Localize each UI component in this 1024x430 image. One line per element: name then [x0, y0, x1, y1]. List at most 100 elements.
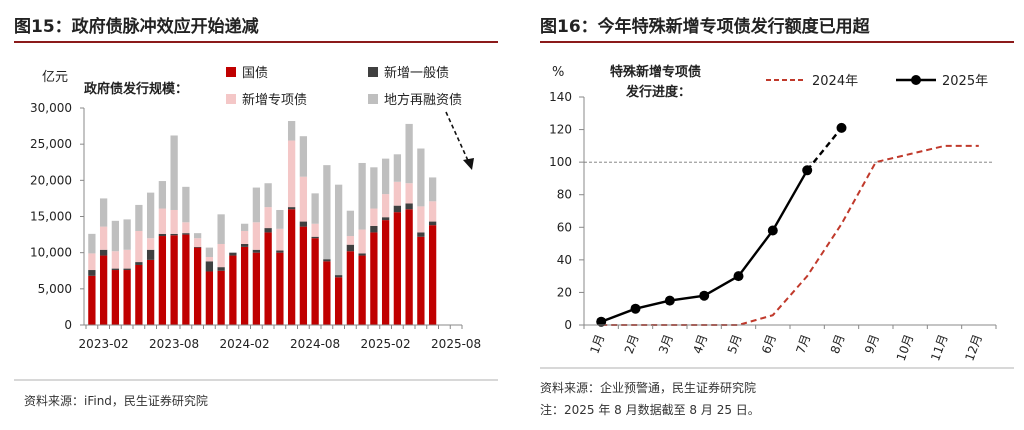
left-source: 资料来源：iFind，民生证券研究院 [24, 393, 208, 408]
bar-segment-新增一般债 [217, 267, 225, 271]
bar-segment-新增专项债 [158, 208, 167, 234]
bar-segment-新增一般债 [99, 249, 108, 256]
bar-segment-新增专项债 [123, 249, 131, 269]
bar-segment-新增专项债 [99, 226, 108, 250]
series-point-2025 [596, 316, 607, 327]
bar-segment-地方再融资债 [193, 233, 202, 239]
right-y-tick-label: 60 [557, 220, 572, 234]
bar-segment-地方再融资债 [264, 183, 272, 208]
right-y-tick-label: 0 [564, 318, 572, 332]
bar-segment-新增专项债 [193, 238, 202, 247]
bar-segment-新增一般债 [252, 249, 261, 253]
bar-segment-地方再融资债 [135, 204, 143, 231]
legend-swatch-地方再融资债 [368, 94, 378, 104]
bar-segment-地方再融资债 [334, 184, 343, 276]
right-y-tick-label: 20 [557, 285, 572, 299]
bar-segment-地方再融资债 [158, 181, 167, 209]
bar-segment-国债 [393, 212, 402, 325]
bar-segment-国债 [182, 234, 190, 325]
legend-label-地方再融资债: 地方再融资债 [384, 92, 462, 108]
bar-segment-地方再融资债 [252, 187, 261, 223]
right-chart-title-line: 发行进度： [625, 84, 691, 100]
right-x-tick-label: 3月 [656, 332, 676, 355]
right-y-axis: 0 20 40 60 80 100 120 140 [549, 90, 585, 332]
right-source: 资料来源：企业预警通，民生证券研究院 [540, 380, 756, 395]
bar-segment-地方再融资债 [346, 210, 355, 237]
bar-segment-新增一般债 [323, 259, 331, 262]
bar-segment-国债 [193, 247, 202, 325]
right-panel-title: 图16：今年特殊新增专项债发行额度已用超 [540, 16, 871, 37]
bar-segment-新增一般债 [311, 236, 319, 239]
bar-segment-新增一般债 [146, 249, 155, 260]
bar-segment-新增专项债 [299, 176, 308, 222]
series-point-2025 [733, 271, 744, 282]
right-y-tick-label: 80 [557, 188, 572, 202]
legend-swatch-新增一般债 [368, 67, 378, 77]
bar-segment-国债 [346, 251, 355, 325]
right-x-tick-label: 10月 [894, 332, 916, 362]
bar-segment-新增一般债 [240, 243, 249, 247]
left-bars [88, 121, 437, 325]
bar-segment-新增一般债 [182, 233, 190, 235]
bar-segment-地方再融资债 [287, 121, 296, 141]
left-x-axis: 2023-02 2023-08 2024-02 2024-08 2025-02 2025-… [79, 324, 481, 351]
bar-segment-新增一般债 [135, 262, 143, 265]
right-x-tick-label: 2月 [622, 332, 642, 355]
bar-segment-国债 [276, 252, 284, 325]
bar-segment-国债 [405, 209, 413, 325]
series-line-2024 [601, 144, 979, 326]
bar-segment-国债 [123, 270, 131, 325]
legend-swatch-新增专项债 [226, 94, 236, 104]
bar-segment-新增专项债 [205, 257, 214, 262]
right-legend: 2024年 2025年 [766, 74, 988, 89]
right-y-tick-label: 40 [557, 253, 572, 267]
left-x-tick-label: 2024-08 [290, 337, 340, 351]
bar-segment-新增专项债 [405, 183, 413, 204]
bar-segment-国债 [287, 209, 296, 325]
bar-segment-地方再融资债 [381, 158, 390, 195]
right-x-tick-label: 12月 [962, 332, 984, 362]
bar-segment-地方再融资债 [417, 148, 425, 207]
series-point-2025 [699, 290, 710, 301]
bar-segment-新增一般债 [417, 232, 425, 237]
bar-segment-国债 [358, 255, 366, 325]
right-note: 注：2025 年 8 月数据截至 8 月 25 日。 [540, 402, 760, 417]
bar-segment-新增一般债 [370, 225, 378, 233]
bar-segment-地方再融资债 [205, 247, 214, 257]
series-point-2025 [664, 295, 675, 306]
bar-segment-新增一般债 [393, 205, 402, 213]
left-chart-title: 政府债发行规模： [84, 81, 188, 97]
bar-segment-新增专项债 [135, 230, 143, 263]
bar-segment-新增一般债 [158, 233, 167, 237]
bar-segment-新增专项债 [170, 209, 178, 234]
bar-segment-国债 [381, 220, 390, 325]
bar-segment-新增专项债 [240, 230, 249, 244]
right-y-unit: % [552, 65, 564, 80]
bar-segment-新增一般债 [428, 221, 437, 226]
right-x-tick-label: 1月 [587, 332, 607, 355]
bar-segment-新增专项债 [358, 229, 366, 254]
bar-segment-地方再融资债 [428, 177, 437, 202]
bar-segment-新增专项债 [393, 181, 402, 206]
right-x-tick-label: 5月 [725, 332, 745, 355]
bar-segment-新增一般债 [358, 253, 366, 256]
left-y-tick-label: 30,000 [30, 101, 72, 115]
bar-segment-国债 [111, 270, 120, 325]
bar-segment-地方再融资债 [299, 136, 308, 177]
left-y-unit: 亿元 [42, 70, 68, 85]
bar-segment-新增专项债 [417, 206, 425, 233]
bar-segment-国债 [158, 236, 167, 325]
bar-segment-新增一般债 [334, 275, 343, 278]
bar-segment-地方再融资债 [240, 223, 249, 231]
left-panel-title: 图15：政府债脉冲效应开始递减 [14, 16, 259, 37]
bar-segment-新增一般债 [299, 221, 308, 227]
legend-label-新增一般债: 新增一般债 [384, 65, 449, 81]
right-x-tick-label: 9月 [862, 332, 882, 355]
series-point-2025 [767, 225, 778, 236]
right-x-tick-label: 4月 [690, 332, 710, 355]
bar-segment-新增一般债 [264, 228, 272, 233]
bar-segment-新增专项债 [146, 238, 155, 250]
bar-segment-新增一般债 [229, 252, 237, 256]
bar-segment-国债 [311, 238, 319, 325]
